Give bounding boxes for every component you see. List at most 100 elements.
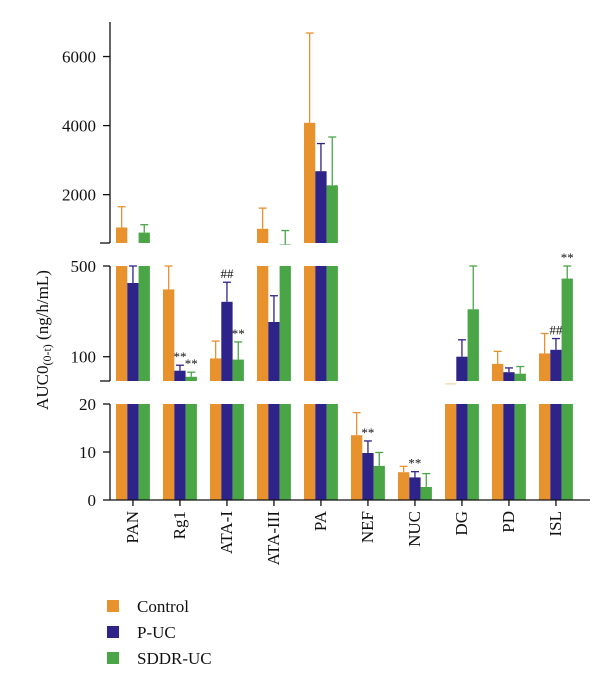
- bar-control-ata-i: [210, 358, 222, 381]
- bar-p-uc-pd: [503, 372, 515, 381]
- significance-mark: ##: [549, 323, 563, 338]
- y-tick-label: 2000: [62, 186, 96, 205]
- category-label-nuc: NUC: [405, 511, 424, 547]
- category-label-ata-i: ATA-I: [217, 511, 236, 554]
- bar-control-rg1: [163, 289, 175, 381]
- y-tick-label: 0: [88, 491, 97, 510]
- bar-control-isl: [539, 353, 551, 381]
- bar-p-uc-nef: [362, 453, 374, 500]
- bar-sddr-uc-pd: [514, 373, 526, 381]
- bar-p-uc-pan: [127, 283, 139, 381]
- bar-p-uc-pa: [315, 266, 327, 381]
- significance-mark: **: [408, 456, 421, 471]
- bar-sddr-uc-nef: [373, 465, 385, 500]
- y-tick-label: 6000: [62, 48, 96, 67]
- bar-p-uc-dg: [456, 356, 468, 381]
- bar-control-ata-iii: [257, 228, 269, 243]
- bar-control-pan: [116, 404, 128, 500]
- bar-sddr-uc-dg: [467, 404, 479, 500]
- y-axis-title-main: AUC0: [33, 366, 52, 410]
- significance-mark: **: [232, 326, 245, 341]
- bar-p-uc-pa: [315, 171, 327, 243]
- bar-p-uc-pan: [127, 404, 139, 500]
- bar-control-pa: [304, 266, 316, 381]
- bar-sddr-uc-pa: [326, 404, 338, 500]
- bar-sddr-uc-ata-iii: [279, 266, 291, 381]
- bar-p-uc-nuc: [409, 477, 421, 500]
- y-tick-label: 100: [71, 348, 97, 367]
- y-tick-label: 4000: [62, 117, 96, 136]
- legend-swatch-p-uc: [107, 626, 119, 638]
- y-axis-title-unit: (ng/h/mL): [33, 270, 52, 340]
- significance-mark: **: [561, 250, 574, 265]
- bar-p-uc-rg1: [174, 370, 186, 381]
- bar-p-uc-pd: [503, 404, 515, 500]
- category-label-pd: PD: [499, 511, 518, 533]
- bar-sddr-uc-pan: [138, 232, 150, 243]
- legend-label-sddr-uc: SDDR-UC: [137, 649, 212, 668]
- bar-sddr-uc-ata-iii: [279, 244, 291, 245]
- bar-control-dg: [445, 383, 457, 385]
- bar-control-ata-iii: [257, 404, 269, 500]
- bar-p-uc-isl: [550, 404, 562, 500]
- legend-swatch-control: [107, 600, 119, 612]
- bar-control-isl: [539, 404, 551, 500]
- bar-p-uc-dg: [456, 404, 468, 500]
- bar-sddr-uc-ata-i: [232, 359, 244, 381]
- bar-control-nuc: [398, 472, 410, 500]
- bar-p-uc-ata-i: [221, 404, 233, 500]
- significance-annotations: ****##******##**: [174, 250, 574, 471]
- category-label-nef: NEF: [358, 511, 377, 543]
- category-label-pan: PAN: [123, 511, 142, 543]
- bar-sddr-uc-ata-i: [232, 404, 244, 500]
- bar-control-pd: [492, 363, 504, 381]
- significance-mark: **: [174, 349, 187, 364]
- bar-sddr-uc-isl: [561, 278, 573, 381]
- bar-p-uc-ata-iii: [268, 322, 280, 381]
- bar-p-uc-rg1: [174, 404, 186, 500]
- bar-sddr-uc-pd: [514, 404, 526, 500]
- bar-p-uc-pa: [315, 404, 327, 500]
- bar-sddr-uc-pan: [138, 404, 150, 500]
- bar-control-pa: [304, 404, 316, 500]
- category-label-pa: PA: [311, 510, 330, 531]
- bar-sddr-uc-pan: [138, 266, 150, 381]
- bar-sddr-uc-rg1: [185, 376, 197, 381]
- bar-control-ata-i: [210, 404, 222, 500]
- significance-mark: **: [361, 425, 374, 440]
- bar-control-pa: [304, 122, 316, 243]
- legend-swatch-sddr-uc: [107, 652, 119, 664]
- legend-label-control: Control: [137, 597, 189, 616]
- bar-p-uc-ata-iii: [268, 404, 280, 500]
- y-axis: 0 10 20 100 500 2000 4000 6000: [62, 22, 590, 510]
- legend-label-p-uc: P-UC: [137, 623, 176, 642]
- bar-control-ata-iii: [257, 266, 269, 381]
- bar-sddr-uc-pa: [326, 185, 338, 243]
- bar-sddr-uc-dg: [467, 309, 479, 381]
- significance-mark: ##: [221, 266, 235, 281]
- bar-control-dg: [445, 404, 457, 500]
- bar-control-pan: [116, 266, 128, 381]
- bar-control-pd: [492, 404, 504, 500]
- bars-layer: [116, 32, 573, 500]
- category-label-isl: ISL: [546, 511, 565, 537]
- bar-sddr-uc-isl: [561, 404, 573, 500]
- y-tick-label: 20: [79, 395, 96, 414]
- category-label-dg: DG: [452, 511, 471, 536]
- bar-sddr-uc-ata-iii: [279, 404, 291, 500]
- y-tick-label: 500: [71, 257, 97, 276]
- category-label-ata-iii: ATA-III: [264, 511, 283, 566]
- y-axis-title: AUC0(0-t) (ng/h/mL): [33, 270, 54, 410]
- bar-control-nef: [351, 435, 363, 500]
- bar-sddr-uc-nuc: [420, 487, 432, 500]
- legend: Control P-UC SDDR-UC: [107, 597, 212, 668]
- category-labels: PAN Rg1 ATA-I ATA-III PA NEF NUC DG PD ISL: [123, 510, 565, 565]
- y-axis-title-subscript: (0-t): [40, 344, 54, 365]
- bar-control-rg1: [163, 404, 175, 500]
- bar-p-uc-ata-i: [221, 301, 233, 381]
- significance-mark: **: [185, 356, 198, 371]
- category-label-rg1: Rg1: [170, 511, 189, 539]
- bar-sddr-uc-rg1: [185, 404, 197, 500]
